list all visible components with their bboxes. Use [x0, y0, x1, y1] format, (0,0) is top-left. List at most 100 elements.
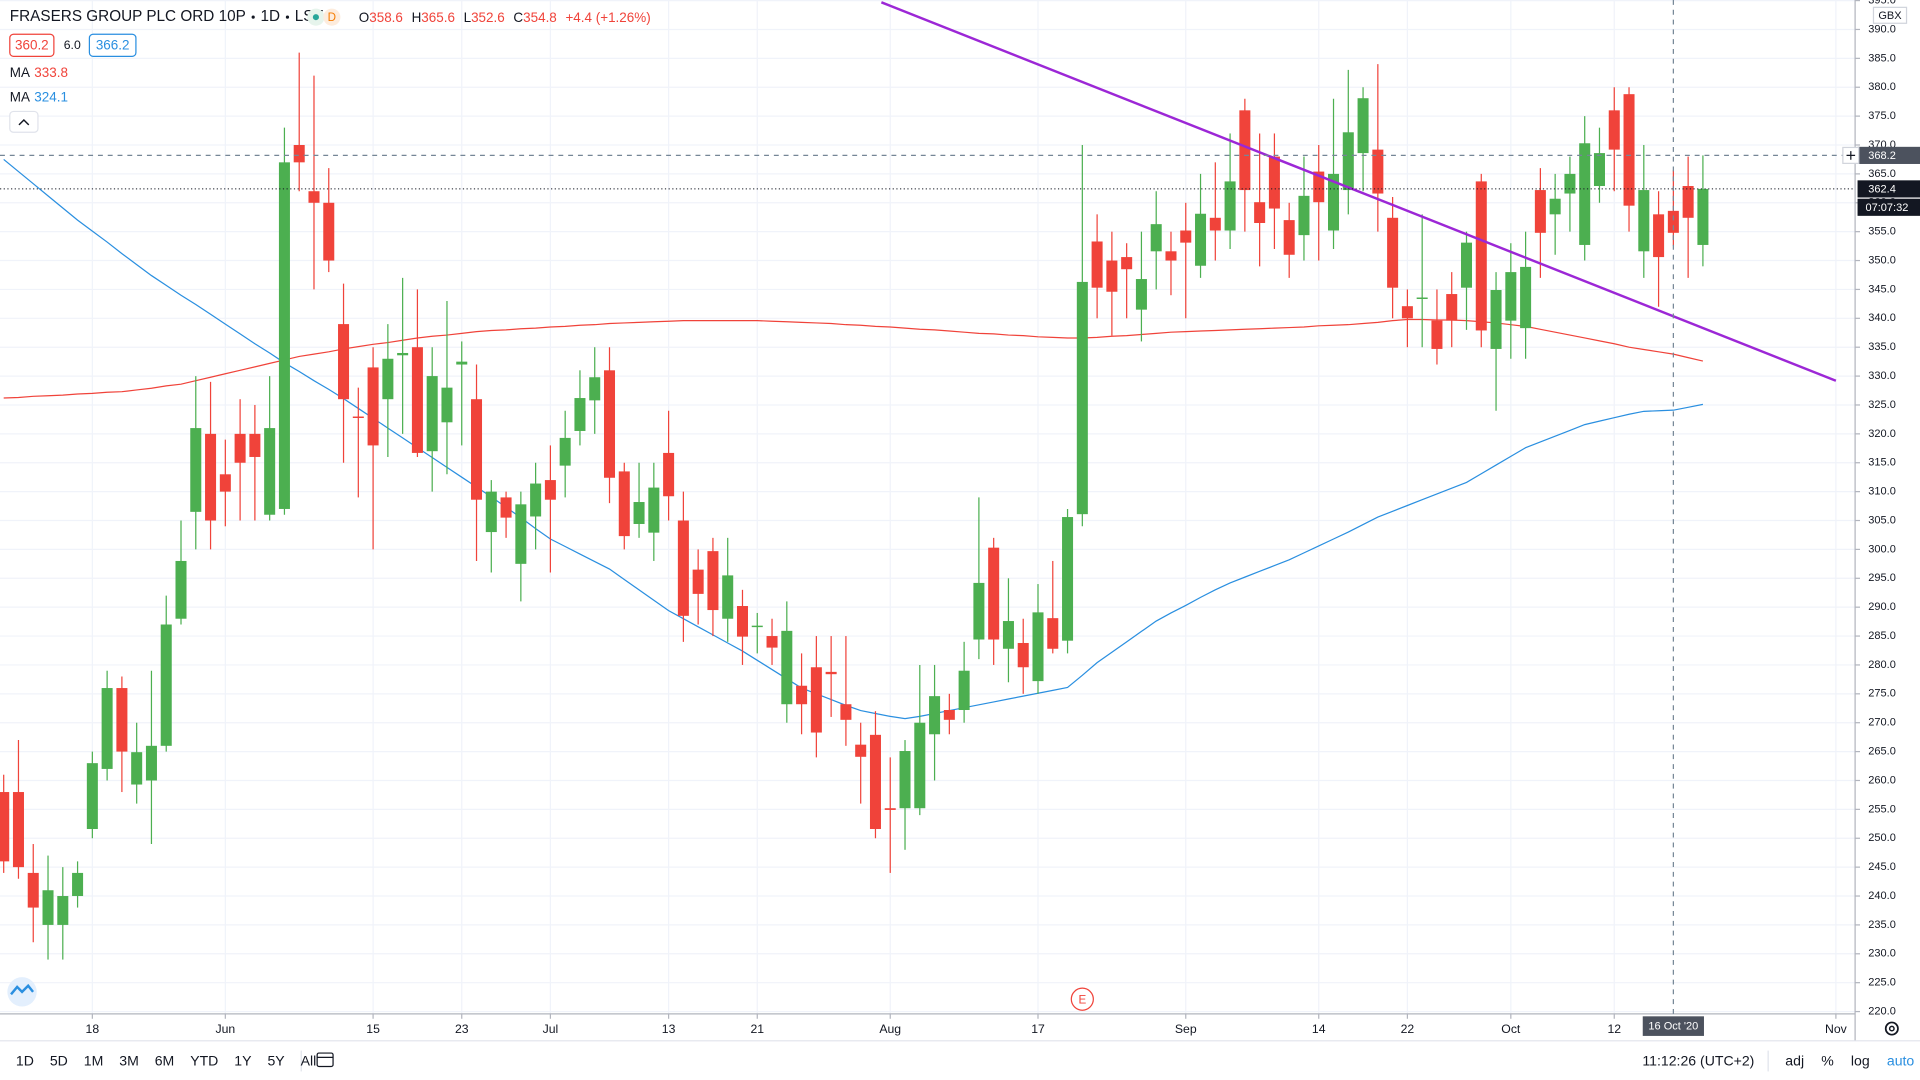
range-button[interactable]: 1M	[84, 1052, 104, 1068]
candle-body	[899, 751, 911, 809]
x-tick-label: Jul	[543, 1022, 559, 1036]
crosshair-price: 368.2	[1868, 150, 1896, 162]
candle-body	[42, 890, 54, 925]
candle-body	[116, 688, 128, 752]
candle-body	[603, 370, 616, 478]
x-tick-label: 12	[1607, 1022, 1621, 1036]
y-tick-label: 285.0	[1868, 630, 1896, 642]
y-tick-label: 235.0	[1868, 919, 1896, 931]
ohlc-key: O	[359, 9, 369, 24]
range-button[interactable]: 3M	[119, 1052, 139, 1068]
ohlc-key: C	[513, 9, 523, 24]
y-tick-label: 355.0	[1868, 226, 1896, 238]
range-button[interactable]: YTD	[190, 1052, 218, 1068]
calendar-icon	[316, 1052, 334, 1068]
ask-box[interactable]	[88, 33, 137, 57]
candle-body	[1564, 173, 1576, 194]
range-button[interactable]: 5Y	[267, 1052, 285, 1068]
collapse-icon	[18, 118, 30, 126]
y-tick-label: 385.0	[1868, 52, 1896, 64]
interval[interactable]: 1D	[261, 8, 281, 25]
candle-body	[1475, 181, 1487, 331]
logo[interactable]	[7, 977, 37, 1007]
collapse-button[interactable]	[9, 110, 39, 133]
y-tick-label: 270.0	[1868, 717, 1896, 729]
indicator-value: 333.8	[34, 65, 68, 80]
candle-body	[0, 792, 10, 862]
scale-option[interactable]: adj	[1785, 1052, 1804, 1068]
clock[interactable]: 11:12:26 (UTC+2)	[1642, 1052, 1754, 1068]
candle-body	[1608, 110, 1620, 150]
settings-button[interactable]	[1884, 1021, 1899, 1036]
x-tick-label: Oct	[1501, 1022, 1521, 1036]
ohlc-values: O358.6 H365.6 L352.6 C354.8 +4.4 (+1.26%…	[359, 9, 651, 24]
earnings-marker[interactable]	[1070, 987, 1094, 1011]
candle-body	[973, 582, 985, 640]
bid-box[interactable]	[9, 33, 55, 57]
gear-icon	[1884, 1021, 1899, 1036]
x-tick-label: 17	[1031, 1022, 1045, 1036]
candle-body	[1372, 149, 1384, 194]
candle-body	[825, 671, 837, 675]
range-button[interactable]: 6M	[155, 1052, 175, 1068]
grid	[0, 0, 1856, 1014]
y-tick-label: 225.0	[1868, 977, 1896, 989]
candle-body	[1298, 195, 1310, 236]
candle-body	[1328, 173, 1340, 231]
logo-icon	[10, 983, 35, 996]
candle-body	[1017, 642, 1029, 668]
legend: FRASERS GROUP PLC ORD 10P 1D LSE D O358.…	[9, 8, 651, 133]
candle-body	[618, 471, 630, 537]
candle-body	[1342, 132, 1354, 191]
y-tick-label: 380.0	[1868, 81, 1896, 93]
range-button[interactable]: 5D	[50, 1052, 68, 1068]
candle-body	[1490, 290, 1502, 349]
candle-body	[1239, 110, 1251, 191]
ohlc-value: 358.6	[369, 9, 403, 24]
candle-body	[1593, 153, 1605, 187]
range-button[interactable]: All	[301, 1052, 317, 1068]
date-range-button[interactable]	[316, 1052, 334, 1068]
candle-body	[796, 685, 808, 705]
candle-body	[426, 376, 438, 452]
candle-body	[589, 377, 601, 401]
candle-body	[1357, 98, 1369, 154]
y-tick-label: 220.0	[1868, 1005, 1896, 1017]
y-tick-label: 330.0	[1868, 370, 1896, 382]
candle-body	[1002, 621, 1014, 649]
candle-body	[692, 569, 704, 594]
candle-body	[1076, 281, 1088, 515]
symbol-title: FRASERS GROUP PLC ORD 10P	[10, 8, 246, 25]
candle-body	[677, 520, 689, 616]
candle-body	[367, 367, 379, 446]
candle-body	[500, 497, 512, 518]
candle-body	[1165, 251, 1177, 261]
range-button[interactable]: 1Y	[234, 1052, 252, 1068]
price-axis-bg	[1855, 0, 1920, 1041]
y-tick-label: 395.0	[1868, 0, 1896, 6]
indicator-name: MA	[10, 90, 30, 105]
y-tick-label: 310.0	[1868, 486, 1896, 498]
ask: 366.2	[96, 37, 130, 52]
scale-option[interactable]: log	[1851, 1052, 1870, 1068]
candle-body	[1150, 224, 1162, 252]
scale-option[interactable]: %	[1821, 1052, 1834, 1068]
candle-body	[530, 483, 542, 517]
crosshair-date-tag	[1642, 1016, 1704, 1036]
unit-label: GBX	[1878, 10, 1902, 22]
y-tick-label: 375.0	[1868, 110, 1896, 122]
candle-body	[1180, 230, 1192, 243]
earnings-label: E	[1078, 993, 1086, 1006]
candle-body	[1387, 217, 1399, 288]
x-tick-label: 23	[455, 1022, 469, 1036]
y-tick-label: 275.0	[1868, 688, 1896, 700]
candle-body	[190, 428, 202, 512]
candle-body	[145, 745, 157, 781]
range-button[interactable]: 1D	[16, 1052, 34, 1068]
candle-body	[1534, 190, 1546, 233]
scale-option[interactable]: auto	[1887, 1052, 1915, 1068]
candle-body	[101, 688, 113, 769]
x-tick-label: 15	[366, 1022, 380, 1036]
candle-body	[1224, 181, 1236, 231]
